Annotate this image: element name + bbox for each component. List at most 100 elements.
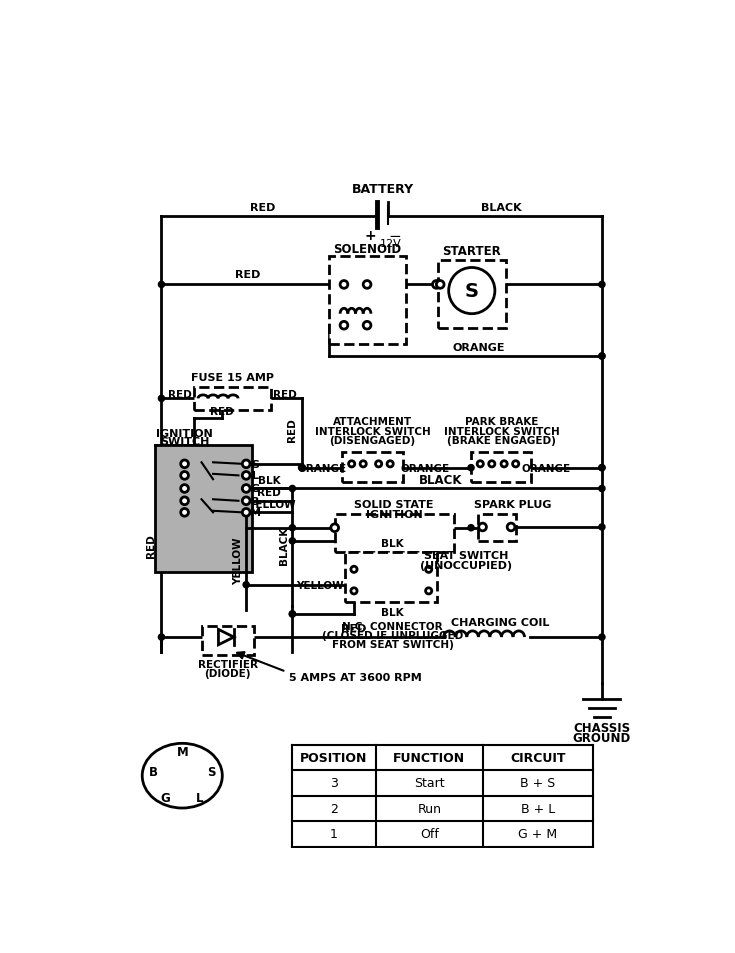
Text: S: S bbox=[207, 765, 216, 779]
Text: B: B bbox=[148, 765, 157, 779]
Text: G: G bbox=[160, 791, 171, 804]
Text: YELLOW: YELLOW bbox=[248, 499, 296, 509]
Text: 12V: 12V bbox=[380, 238, 402, 249]
Circle shape bbox=[290, 611, 295, 618]
Text: FUNCTION: FUNCTION bbox=[393, 751, 465, 764]
Text: L: L bbox=[252, 471, 259, 481]
Circle shape bbox=[468, 465, 474, 472]
Circle shape bbox=[243, 509, 250, 517]
Ellipse shape bbox=[143, 743, 222, 808]
Text: M: M bbox=[176, 744, 188, 758]
Text: ORANGE: ORANGE bbox=[297, 463, 346, 474]
Circle shape bbox=[477, 461, 484, 467]
Circle shape bbox=[181, 485, 188, 493]
Text: BLACK: BLACK bbox=[279, 526, 289, 564]
Circle shape bbox=[331, 524, 339, 532]
Circle shape bbox=[290, 611, 295, 618]
Text: (DIODE): (DIODE) bbox=[204, 669, 251, 679]
Text: BLACK: BLACK bbox=[418, 474, 462, 487]
Text: RED: RED bbox=[235, 270, 260, 279]
Text: +: + bbox=[365, 229, 376, 243]
Circle shape bbox=[290, 538, 295, 544]
Text: PARK BRAKE: PARK BRAKE bbox=[465, 417, 539, 427]
Text: L: L bbox=[196, 791, 203, 804]
Circle shape bbox=[298, 465, 305, 472]
Text: STARTER: STARTER bbox=[442, 245, 501, 257]
Text: RED: RED bbox=[146, 534, 156, 557]
Circle shape bbox=[363, 322, 371, 330]
Text: 2: 2 bbox=[330, 802, 338, 815]
Text: BLK: BLK bbox=[258, 476, 281, 485]
Bar bbox=[345, 553, 437, 603]
Circle shape bbox=[351, 567, 357, 573]
Text: BATTERY: BATTERY bbox=[351, 183, 414, 196]
Circle shape bbox=[181, 509, 188, 517]
Circle shape bbox=[243, 460, 250, 468]
Circle shape bbox=[376, 461, 381, 467]
Circle shape bbox=[426, 588, 431, 595]
Circle shape bbox=[468, 525, 474, 531]
Circle shape bbox=[599, 524, 605, 531]
Polygon shape bbox=[218, 630, 234, 645]
Text: N.C. CONNECTOR: N.C. CONNECTOR bbox=[343, 620, 442, 631]
Text: POSITION: POSITION bbox=[301, 751, 368, 764]
Bar bbox=[334, 515, 454, 553]
Circle shape bbox=[507, 523, 515, 531]
Text: 1: 1 bbox=[330, 827, 338, 841]
Text: RED: RED bbox=[341, 623, 367, 633]
Text: GROUND: GROUND bbox=[573, 731, 631, 744]
Text: YELLOW: YELLOW bbox=[233, 537, 243, 584]
Bar bbox=[438, 260, 506, 328]
Text: B: B bbox=[251, 497, 259, 506]
Circle shape bbox=[360, 461, 366, 467]
Bar bbox=[155, 445, 251, 572]
Text: BLK: BLK bbox=[381, 608, 404, 618]
Circle shape bbox=[437, 281, 444, 289]
Text: INTERLOCK SWITCH: INTERLOCK SWITCH bbox=[315, 426, 430, 436]
Bar bbox=[329, 256, 406, 345]
Text: SPARK PLUG: SPARK PLUG bbox=[474, 499, 551, 509]
Circle shape bbox=[159, 395, 165, 402]
Bar bbox=[194, 388, 270, 411]
Circle shape bbox=[501, 461, 507, 467]
Text: B + S: B + S bbox=[520, 777, 556, 790]
Text: FUSE 15 AMP: FUSE 15 AMP bbox=[191, 373, 274, 382]
Circle shape bbox=[159, 635, 165, 640]
Text: INTERLOCK SWITCH: INTERLOCK SWITCH bbox=[444, 426, 559, 436]
Bar bbox=[201, 626, 254, 655]
Text: BLK: BLK bbox=[381, 538, 404, 549]
Circle shape bbox=[599, 465, 605, 472]
Text: CHARGING COIL: CHARGING COIL bbox=[451, 617, 550, 627]
Circle shape bbox=[599, 282, 605, 288]
Text: RED: RED bbox=[287, 417, 298, 441]
Text: Run: Run bbox=[417, 802, 442, 815]
Circle shape bbox=[599, 486, 605, 492]
Text: ORANGE: ORANGE bbox=[522, 463, 571, 474]
Text: (CLOSED IF UNPLUGGED: (CLOSED IF UNPLUGGED bbox=[322, 630, 463, 640]
Text: FROM SEAT SWITCH): FROM SEAT SWITCH) bbox=[331, 639, 453, 649]
Text: CHASSIS: CHASSIS bbox=[573, 721, 631, 735]
Text: 5 AMPS AT 3600 RPM: 5 AMPS AT 3600 RPM bbox=[289, 673, 422, 682]
Text: −: − bbox=[388, 229, 401, 243]
Circle shape bbox=[290, 486, 295, 492]
Circle shape bbox=[599, 465, 605, 472]
Text: 3: 3 bbox=[330, 777, 338, 790]
Bar bbox=[471, 453, 531, 482]
Text: RED: RED bbox=[251, 202, 276, 213]
Text: IGNITION: IGNITION bbox=[157, 429, 213, 438]
Text: S: S bbox=[465, 282, 478, 301]
Text: (UNOCCUPIED): (UNOCCUPIED) bbox=[420, 560, 512, 570]
Text: SEAT SWITCH: SEAT SWITCH bbox=[424, 551, 509, 561]
Circle shape bbox=[181, 497, 188, 505]
Text: G: G bbox=[251, 484, 260, 494]
Text: SOLID STATE: SOLID STATE bbox=[354, 499, 434, 509]
Text: RED: RED bbox=[273, 390, 296, 399]
Text: Start: Start bbox=[414, 777, 445, 790]
Circle shape bbox=[599, 635, 605, 640]
Circle shape bbox=[243, 497, 250, 505]
Text: (BRAKE ENGAGED): (BRAKE ENGAGED) bbox=[448, 436, 556, 445]
Circle shape bbox=[599, 354, 605, 359]
Circle shape bbox=[181, 472, 188, 479]
Circle shape bbox=[489, 461, 495, 467]
Text: B + L: B + L bbox=[521, 802, 555, 815]
